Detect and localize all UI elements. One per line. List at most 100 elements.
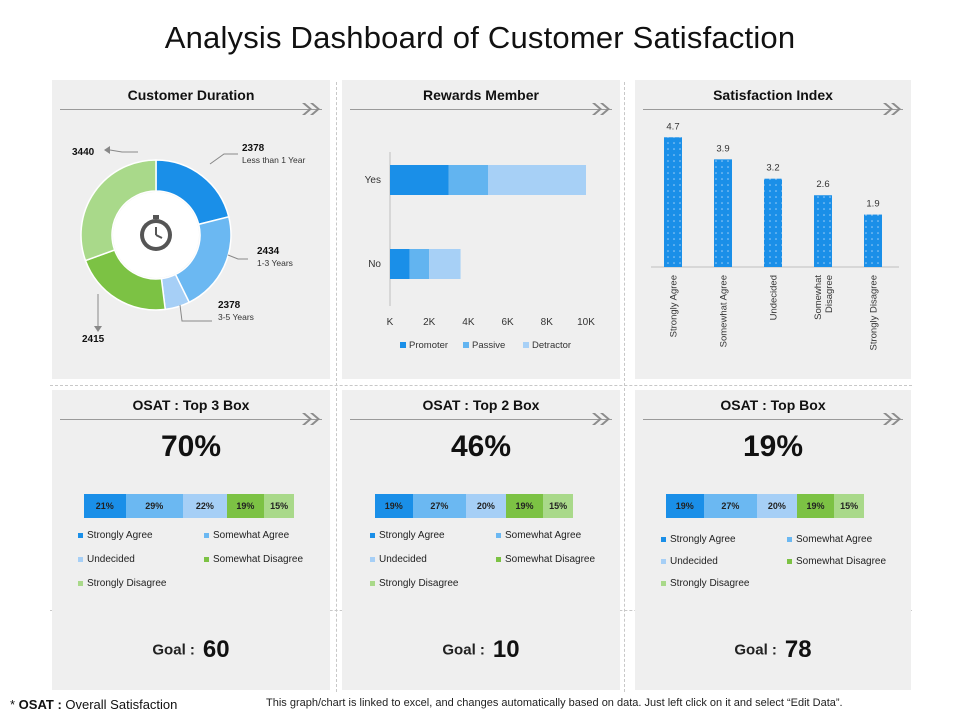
legend-label: Somewhat Disagree: [796, 556, 887, 567]
legend-item: Strongly Agree: [370, 530, 445, 541]
x-tick-label: 8K: [541, 317, 554, 328]
slice-value-label: 2378: [218, 300, 241, 311]
chevron-right-shape: [302, 103, 312, 115]
data-label: 2.6: [816, 179, 829, 190]
bar-segment: 19%: [505, 494, 544, 518]
goal-value: 60: [202, 636, 230, 663]
leader-line: [209, 153, 238, 165]
double-chevron-right-icon: [592, 413, 610, 425]
bar: [864, 214, 882, 267]
panel-title: Satisfaction Index: [713, 87, 833, 103]
x-tick-label-line: Disagree: [824, 275, 835, 313]
chevron-right-shape: [891, 413, 901, 425]
bar-segment: 19%: [375, 494, 413, 518]
bar-segment: [409, 249, 430, 279]
osat-stacked-bar[interactable]: 19% 27% 20% 19% 15%: [375, 494, 573, 518]
data-label: 1.9: [866, 199, 879, 210]
slice-category-label: Less than 1 Year: [242, 155, 306, 165]
x-tick-label-line: Strongly Agree: [669, 275, 680, 337]
legend-item: Somewhat Agree: [496, 530, 581, 541]
column-separator: [336, 82, 337, 692]
osat-legend: Strongly Agree Somewhat Agree Undecided Som…: [661, 534, 911, 604]
legend-swatch: [78, 557, 83, 562]
x-tick-label-line: Undecided: [769, 275, 780, 320]
footnote-osat: * OSAT : Overall Satisfaction: [10, 697, 177, 712]
legend-item: Somewhat Disagree: [787, 556, 886, 567]
chevron-right-shape: [302, 413, 312, 425]
x-tick-label: 4K: [462, 317, 475, 328]
footnote-text: Overall Satisfaction: [65, 697, 178, 712]
leader-line: [227, 254, 248, 260]
rewards-member-panel: Rewards Member Yes No K 2K 4K 6K 8K 10K Promoter…: [342, 80, 620, 379]
slice-value-label: 2434: [257, 246, 280, 257]
legend-swatch: [661, 537, 666, 542]
legend-label: Somewhat Disagree: [213, 554, 304, 565]
slice-value-label: 2415: [82, 334, 105, 345]
legend-label: Strongly Agree: [87, 530, 153, 541]
bar-segment: 29%: [125, 494, 184, 518]
footnote-sep: :: [53, 697, 66, 712]
legend-item: Somewhat Disagree: [496, 554, 595, 565]
x-tick-label: Undecided: [769, 275, 780, 320]
panel-title-rule: [350, 109, 612, 110]
data-label: 3.2: [766, 163, 779, 174]
legend-label: Undecided: [670, 556, 718, 567]
osat-stacked-bar[interactable]: 21% 29% 22% 19% 15%: [84, 494, 294, 518]
satisfaction-index-panel: Satisfaction Index 4.7 Strongly Agree 3.9 S…: [635, 80, 911, 379]
x-tick-label: 6K: [501, 317, 514, 328]
panel-title-rule: [60, 109, 322, 110]
legend-swatch: [400, 342, 406, 348]
bar-segment: 27%: [412, 494, 467, 518]
x-tick-label: 2K: [423, 317, 436, 328]
legend-swatch: [661, 559, 666, 564]
satisfaction-index-bar-chart[interactable]: 4.7 Strongly Agree 3.9 Somewhat Agree 3.2 Und…: [635, 116, 911, 378]
legend-label: Strongly Disagree: [87, 578, 167, 589]
chevron-right-shape: [883, 413, 893, 425]
bar-segment: [448, 165, 488, 195]
bar: [664, 137, 682, 267]
data-label: 4.7: [666, 121, 679, 132]
page-title: Analysis Dashboard of Customer Satisfact…: [164, 20, 796, 55]
chevron-right-shape: [310, 103, 320, 115]
osat-legend: Strongly Agree Somewhat Agree Undecided Som…: [78, 530, 328, 600]
osat-stacked-bar[interactable]: 19% 27% 20% 19% 15%: [666, 494, 864, 518]
footnote-abbr: OSAT: [18, 697, 54, 712]
legend-item: Strongly Agree: [78, 530, 153, 541]
double-chevron-right-icon: [592, 103, 610, 115]
legend-label: Undecided: [379, 554, 427, 565]
bar: [714, 159, 732, 267]
legend-swatch: [78, 581, 83, 586]
rewards-member-bar-chart[interactable]: Yes No K 2K 4K 6K 8K 10K Promoter Passive Detracto…: [342, 116, 620, 378]
legend-swatch: [496, 557, 501, 562]
bar-segment: 15%: [543, 494, 573, 518]
clock-crown: [153, 215, 159, 219]
x-tick-label: K: [387, 317, 394, 328]
slice-value-label: 2378: [242, 143, 265, 154]
legend-item: Somewhat Disagree: [204, 554, 303, 565]
category-label: No: [368, 259, 381, 270]
chevron-right-shape: [310, 413, 320, 425]
panel-title: OSAT : Top 2 Box: [422, 397, 540, 413]
bar-segment: 15%: [834, 494, 864, 518]
double-chevron-right-icon: [883, 103, 901, 115]
bar-segment: 20%: [466, 494, 506, 518]
double-chevron-right-icon: [302, 413, 320, 425]
panel-title: OSAT : Top 3 Box: [132, 397, 250, 413]
double-chevron-right-icon: [302, 103, 320, 115]
chevron-right-shape: [600, 103, 610, 115]
bar-segment: 27%: [703, 494, 758, 518]
x-tick-label: Somewhat Agree: [719, 275, 730, 347]
donut-slice: [80, 159, 157, 262]
chevron-right-shape: [592, 103, 602, 115]
legend-label: Somewhat Agree: [213, 530, 290, 541]
legend-item: Somewhat Agree: [204, 530, 289, 541]
bar-segment: [390, 249, 410, 279]
panel-title: Customer Duration: [127, 87, 255, 103]
goal-value: 10: [492, 636, 520, 663]
chevron-right-shape: [592, 413, 602, 425]
legend-label: Somewhat Agree: [796, 534, 873, 545]
slice-category-label: 3-5 Years: [218, 312, 254, 322]
double-chevron-right-icon: [883, 413, 901, 425]
x-tick-label: Strongly Disagree: [869, 275, 880, 351]
